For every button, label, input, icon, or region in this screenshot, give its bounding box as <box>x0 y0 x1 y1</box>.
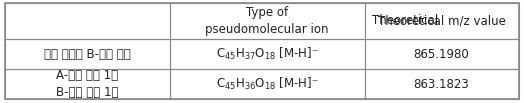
Text: $\mathregular{C_{45}H_{37}O_{18}}$ [M-H]⁻: $\mathregular{C_{45}H_{37}O_{18}}$ [M-H]… <box>216 46 319 62</box>
Text: Type of
pseudomolecular ion: Type of pseudomolecular ion <box>205 6 329 36</box>
Text: Theoretical m/z value: Theoretical m/z value <box>378 15 506 28</box>
Text: $\mathregular{C_{45}H_{36}O_{18}}$ [M-H]⁻: $\mathregular{C_{45}H_{36}O_{18}}$ [M-H]… <box>216 76 319 92</box>
Text: 모든 결합이 B-타입 결합: 모든 결합이 B-타입 결합 <box>44 48 131 61</box>
Text: 863.1823: 863.1823 <box>414 78 470 91</box>
Text: A-타입 결합 1개
B-타입 결합 1개: A-타입 결합 1개 B-타입 결합 1개 <box>56 69 118 99</box>
Text: 865.1980: 865.1980 <box>414 48 470 61</box>
Text: Theoretical: Theoretical <box>372 14 442 27</box>
